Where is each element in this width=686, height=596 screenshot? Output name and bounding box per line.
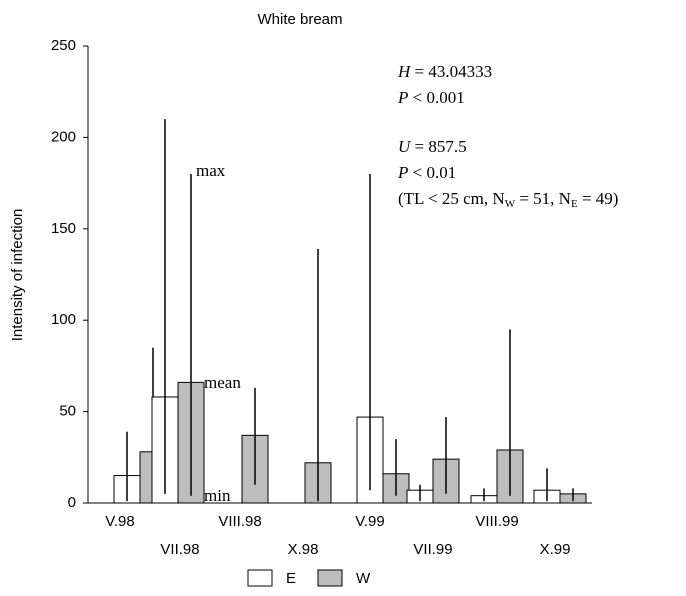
x-tick-label: V.99 xyxy=(355,513,384,530)
x-tick-label: X.98 xyxy=(288,541,319,558)
stats-part: P xyxy=(397,163,408,182)
stats-line: U = 857.5 xyxy=(398,137,467,156)
stats-part: H xyxy=(397,62,412,81)
y-tick-label: 50 xyxy=(59,403,76,420)
stats-part: < 0.01 xyxy=(408,163,456,182)
x-tick-label: V.98 xyxy=(105,513,134,530)
y-tick-label: 250 xyxy=(51,37,76,54)
y-tick-label: 150 xyxy=(51,220,76,237)
stats-part: = 49) xyxy=(578,189,619,208)
stats-line: P < 0.01 xyxy=(397,163,456,182)
x-tick-label: VII.98 xyxy=(160,541,199,558)
stats-line: H = 43.04333 xyxy=(397,62,492,81)
stats-part: E xyxy=(571,198,578,210)
stats-part: = 43.04333 xyxy=(410,62,492,81)
chart-title: White bream xyxy=(257,11,342,28)
x-tick-label: VIII.98 xyxy=(218,513,261,530)
legend-label: W xyxy=(356,570,371,587)
legend-swatch xyxy=(317,569,343,587)
x-tick-label: VII.99 xyxy=(413,541,452,558)
stats-part: W xyxy=(505,198,516,210)
stats-line: (TL < 25 cm, NW = 51, NE = 49) xyxy=(398,189,618,210)
marker-label: min xyxy=(204,486,231,505)
x-tick-label: X.99 xyxy=(540,541,571,558)
stats-part: = 51, N xyxy=(515,189,571,208)
stats-part: (TL < 25 cm, N xyxy=(398,189,505,208)
y-axis-label: Intensity of infection xyxy=(9,209,26,342)
stats-part: U xyxy=(398,137,412,156)
stats-part: = 857.5 xyxy=(410,137,466,156)
marker-label: mean xyxy=(204,373,241,392)
legend-swatch xyxy=(247,569,273,587)
y-tick-label: 100 xyxy=(51,311,76,328)
y-tick-label: 0 xyxy=(68,494,76,511)
stats-part: P xyxy=(397,88,408,107)
stats-line: P < 0.001 xyxy=(397,88,465,107)
x-tick-label: VIII.99 xyxy=(475,513,518,530)
legend-label: E xyxy=(286,570,296,587)
stats-part: < 0.001 xyxy=(408,88,464,107)
y-tick-label: 200 xyxy=(51,128,76,145)
marker-label: max xyxy=(196,161,226,180)
